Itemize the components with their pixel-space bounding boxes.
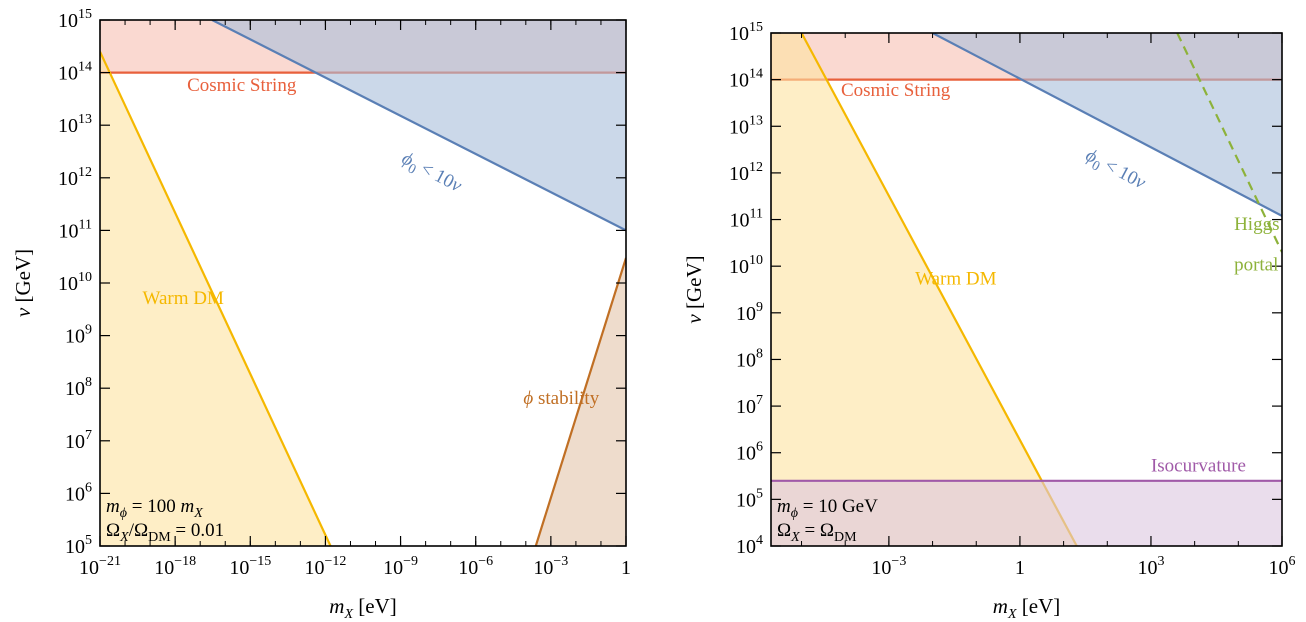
y-tick-label: 104 (736, 533, 763, 558)
y-tick-label: 105 (736, 486, 763, 511)
chart-panel-2: 10−3 1 103 106 104 105 106 107 108 109 1010 1011 101… (682, 20, 1296, 622)
x-tick-label: 1 (1015, 557, 1025, 579)
x-tick-label: 1 (621, 557, 631, 579)
region-isocurvature (771, 480, 1282, 546)
parameter-note: mϕ​ = 10 GeV (777, 496, 878, 521)
line-higgs-portal (1176, 33, 1282, 253)
y-axis-label: v [GeV] (11, 249, 35, 317)
plot-area (100, 20, 626, 546)
label-portal: portal (1234, 255, 1278, 276)
x-tick-label: 10−3 (871, 554, 906, 579)
chart-panel-1: 10−21 10−18 10−15 10−12 10−9 10−6 10−3 11051061… (11, 7, 631, 622)
label-phi-stability: ϕ stability (523, 388, 599, 409)
y-tick-label: 1014 (58, 60, 92, 85)
line-warm-dm (100, 51, 332, 546)
y-tick-label: 1013 (729, 113, 763, 138)
y-tick-label: 1012 (58, 165, 92, 190)
line-phi0 (932, 33, 1282, 217)
y-tick-label: 107 (736, 393, 763, 418)
x-tick-label: 10−9 (383, 554, 418, 579)
x-axis: 10−3 1 103 106 (801, 33, 1296, 579)
label-warm-dm: Warm DM (143, 288, 224, 309)
plot-frame (770, 32, 1283, 547)
y-tick-label: 106 (736, 440, 763, 465)
y-tick-label: 108 (736, 346, 763, 371)
x-axis: 10−21 10−18 10−15 10−12 10−9 10−6 10−3 1 (79, 20, 631, 579)
y-tick-label: 107 (65, 428, 92, 453)
line-phi0 (211, 20, 626, 232)
y-tick-label: 109 (65, 323, 92, 348)
y-tick-label: 1011 (730, 207, 763, 232)
y-tick-label: 1015 (729, 20, 763, 45)
y-axis: 105 106 107 108 109 1010 1011 1012 1013 1014 1015 (58, 7, 626, 558)
label-higgs: Higgs (1234, 214, 1279, 235)
y-tick-label: 1015 (58, 7, 92, 32)
label-cosmic-string: Cosmic String (187, 75, 297, 96)
line-warm-dm (800, 33, 1078, 546)
x-tick-label: 10−3 (533, 554, 568, 579)
x-axis-label: mX [eV] (329, 594, 396, 622)
x-axis-label: mX [eV] (993, 594, 1060, 622)
label-phi0-bound: ϕ0 < 10v (1080, 145, 1149, 198)
y-tick-label: 1013 (58, 112, 92, 137)
y-axis-label: v [GeV] (682, 255, 706, 323)
y-tick-label: 1011 (59, 217, 92, 242)
label-warm-dm: Warm DM (915, 269, 996, 290)
parameter-note: mϕ​ = 100 mX​ (106, 496, 203, 521)
x-tick-label: 10−21 (79, 554, 121, 579)
y-tick-label: 1012 (729, 160, 763, 185)
plot-area (771, 33, 1282, 546)
y-tick-label: 1010 (729, 253, 763, 278)
y-tick-label: 108 (65, 375, 92, 400)
x-tick-label: 103 (1137, 554, 1164, 579)
line-phi-stability (534, 257, 626, 546)
label-cosmic-string: Cosmic String (841, 80, 951, 101)
x-tick-label: 106 (1269, 554, 1296, 579)
parameter-note: ΩX​ = ΩDM​ (777, 520, 857, 545)
x-tick-label: 10−18 (154, 554, 196, 579)
x-tick-label: 10−12 (304, 554, 346, 579)
y-tick-label: 1010 (58, 270, 92, 295)
label-phi0-bound: ϕ0 < 10v (396, 148, 465, 201)
y-tick-label: 109 (736, 300, 763, 325)
region-warm-dm (771, 33, 1077, 546)
parameter-note: ΩX​/ΩDM​ = 0.01 (106, 520, 224, 545)
y-axis: 104 105 106 107 108 109 1010 1011 1012 1013 1014 10… (729, 20, 1282, 558)
y-tick-label: 1014 (729, 67, 763, 92)
x-tick-label: 10−15 (229, 554, 271, 579)
x-tick-label: 10−6 (458, 554, 493, 579)
y-tick-label: 105 (65, 533, 92, 558)
y-tick-label: 106 (65, 480, 92, 505)
label-isocurvature: Isocurvature (1151, 455, 1246, 476)
